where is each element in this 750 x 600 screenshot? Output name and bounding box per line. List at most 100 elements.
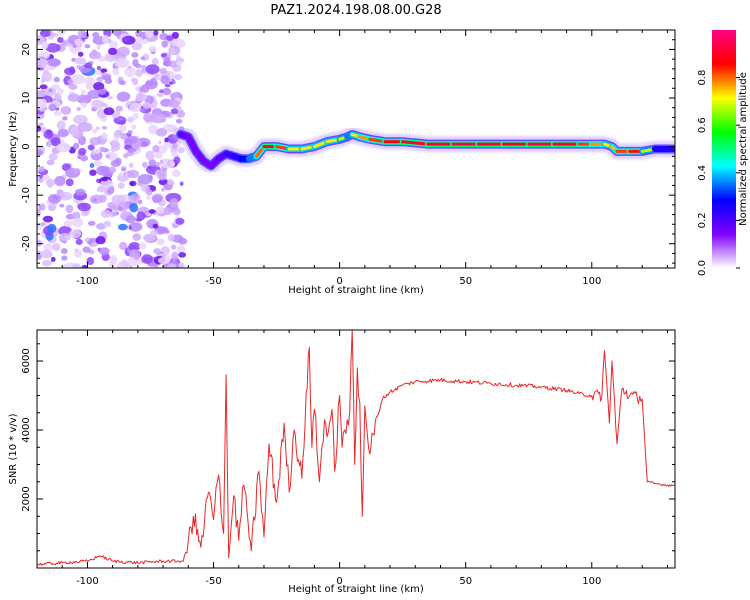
noise-speckle xyxy=(48,103,57,112)
noise-speckle xyxy=(96,65,102,71)
noise-speckle xyxy=(91,129,98,134)
noise-speckle xyxy=(129,102,142,113)
noise-speckle xyxy=(169,197,179,209)
noise-speckle xyxy=(158,140,162,145)
spectrogram-y-axis-label: Frequency (Hz) xyxy=(8,111,19,187)
noise-speckle xyxy=(64,67,76,76)
noise-speckle xyxy=(71,217,84,228)
noise-speckle xyxy=(108,261,116,268)
noise-speckle xyxy=(130,124,137,130)
noise-speckle xyxy=(48,183,52,188)
noise-speckle xyxy=(126,116,135,123)
noise-speckle xyxy=(39,203,46,211)
noise-speckle xyxy=(153,248,161,255)
noise-speckle xyxy=(71,74,85,85)
noise-speckle xyxy=(48,153,58,161)
noise-speckle xyxy=(65,178,74,187)
noise-speckle xyxy=(95,222,107,230)
noise-speckle xyxy=(77,202,92,212)
spectrogram-marks xyxy=(37,30,675,268)
y-tick-label: 10 xyxy=(21,92,32,105)
noise-speckle xyxy=(178,252,187,258)
noise-speckle xyxy=(137,174,153,185)
noise-speckle xyxy=(145,189,153,196)
noise-speckle xyxy=(41,71,53,82)
noise-speckle xyxy=(100,209,111,218)
noise-speckle xyxy=(172,207,181,216)
noise-speckle xyxy=(135,68,143,77)
spectrogram-x-ticks: -100 -50 0 50 100 xyxy=(36,30,668,287)
colorbar-tick-label: 0.8 xyxy=(697,70,708,86)
noise-speckle xyxy=(101,125,108,130)
x-tick-label: 100 xyxy=(582,576,601,587)
noise-speckle xyxy=(164,83,171,88)
x-tick-label: -50 xyxy=(205,576,221,587)
noise-speckle xyxy=(56,142,71,153)
noise-speckle xyxy=(132,233,142,241)
noise-speckle xyxy=(102,74,112,81)
noise-speckle xyxy=(59,203,65,208)
x-tick-label: 100 xyxy=(582,276,601,287)
noise-speckle xyxy=(96,44,102,50)
noise-speckle xyxy=(74,249,83,258)
noise-speckle xyxy=(42,215,54,223)
noise-speckle xyxy=(153,73,160,78)
noise-speckle xyxy=(160,52,167,58)
noise-speckle xyxy=(100,179,114,188)
noise-speckle xyxy=(138,242,147,250)
noise-speckle xyxy=(58,232,71,242)
noise-speckle xyxy=(84,44,91,49)
chart-title: PAZ1.2024.198.08.00.G28 xyxy=(270,3,441,18)
snr-x-axis-label: Height of straight line (km) xyxy=(288,584,424,595)
noise-speckle xyxy=(37,149,44,156)
noise-speckle xyxy=(100,68,108,73)
noise-speckle xyxy=(134,63,142,69)
noise-speckle xyxy=(37,253,42,260)
noise-speckle xyxy=(128,222,143,232)
noise-speckle xyxy=(143,233,156,242)
noise-speckle xyxy=(171,31,180,39)
noise-speckle xyxy=(152,223,159,229)
noise-speckle xyxy=(121,167,126,172)
noise-speckle xyxy=(113,205,117,210)
noise-speckle xyxy=(141,64,147,71)
noise-speckle xyxy=(76,106,81,111)
colorbar-ticks: 0.0 0.2 0.4 0.6 0.8 xyxy=(697,70,740,276)
noise-speckle xyxy=(74,233,80,239)
noise-speckle xyxy=(43,243,55,252)
noise-speckle xyxy=(47,204,56,212)
noise-speckle xyxy=(127,130,133,135)
noise-speckle xyxy=(135,93,148,101)
noise-speckle xyxy=(48,58,61,67)
noise-speckle xyxy=(112,68,120,76)
ridge-core xyxy=(401,140,430,146)
noise-speckle xyxy=(117,260,131,268)
noise-speckle xyxy=(140,108,146,113)
noise-speckle xyxy=(158,178,169,186)
noise-speckle xyxy=(96,187,101,192)
x-tick-label: 0 xyxy=(336,576,342,587)
noise-speckle xyxy=(38,178,44,183)
noise-speckle xyxy=(57,36,64,44)
noise-speckle xyxy=(54,175,66,187)
noise-speckle xyxy=(95,126,101,131)
noise-speckle xyxy=(150,77,157,85)
noise-speckle xyxy=(131,42,143,51)
x-tick-label: 50 xyxy=(459,276,472,287)
noise-speckle xyxy=(73,114,88,125)
noise-speckle xyxy=(38,122,44,127)
noise-speckle xyxy=(166,35,174,41)
noise-speckle xyxy=(152,144,160,153)
noise-speckle xyxy=(131,52,139,58)
noise-speckle xyxy=(89,169,97,176)
noise-speckle xyxy=(105,154,111,159)
noise-speckle xyxy=(94,148,101,154)
noise-speckle xyxy=(50,137,61,147)
noise-speckle xyxy=(150,230,159,236)
noise-speckle xyxy=(117,206,123,212)
noise-speckle xyxy=(148,159,157,167)
noise-speckle xyxy=(72,142,80,150)
noise-speckle xyxy=(167,100,180,108)
noise-speckle xyxy=(84,76,95,87)
